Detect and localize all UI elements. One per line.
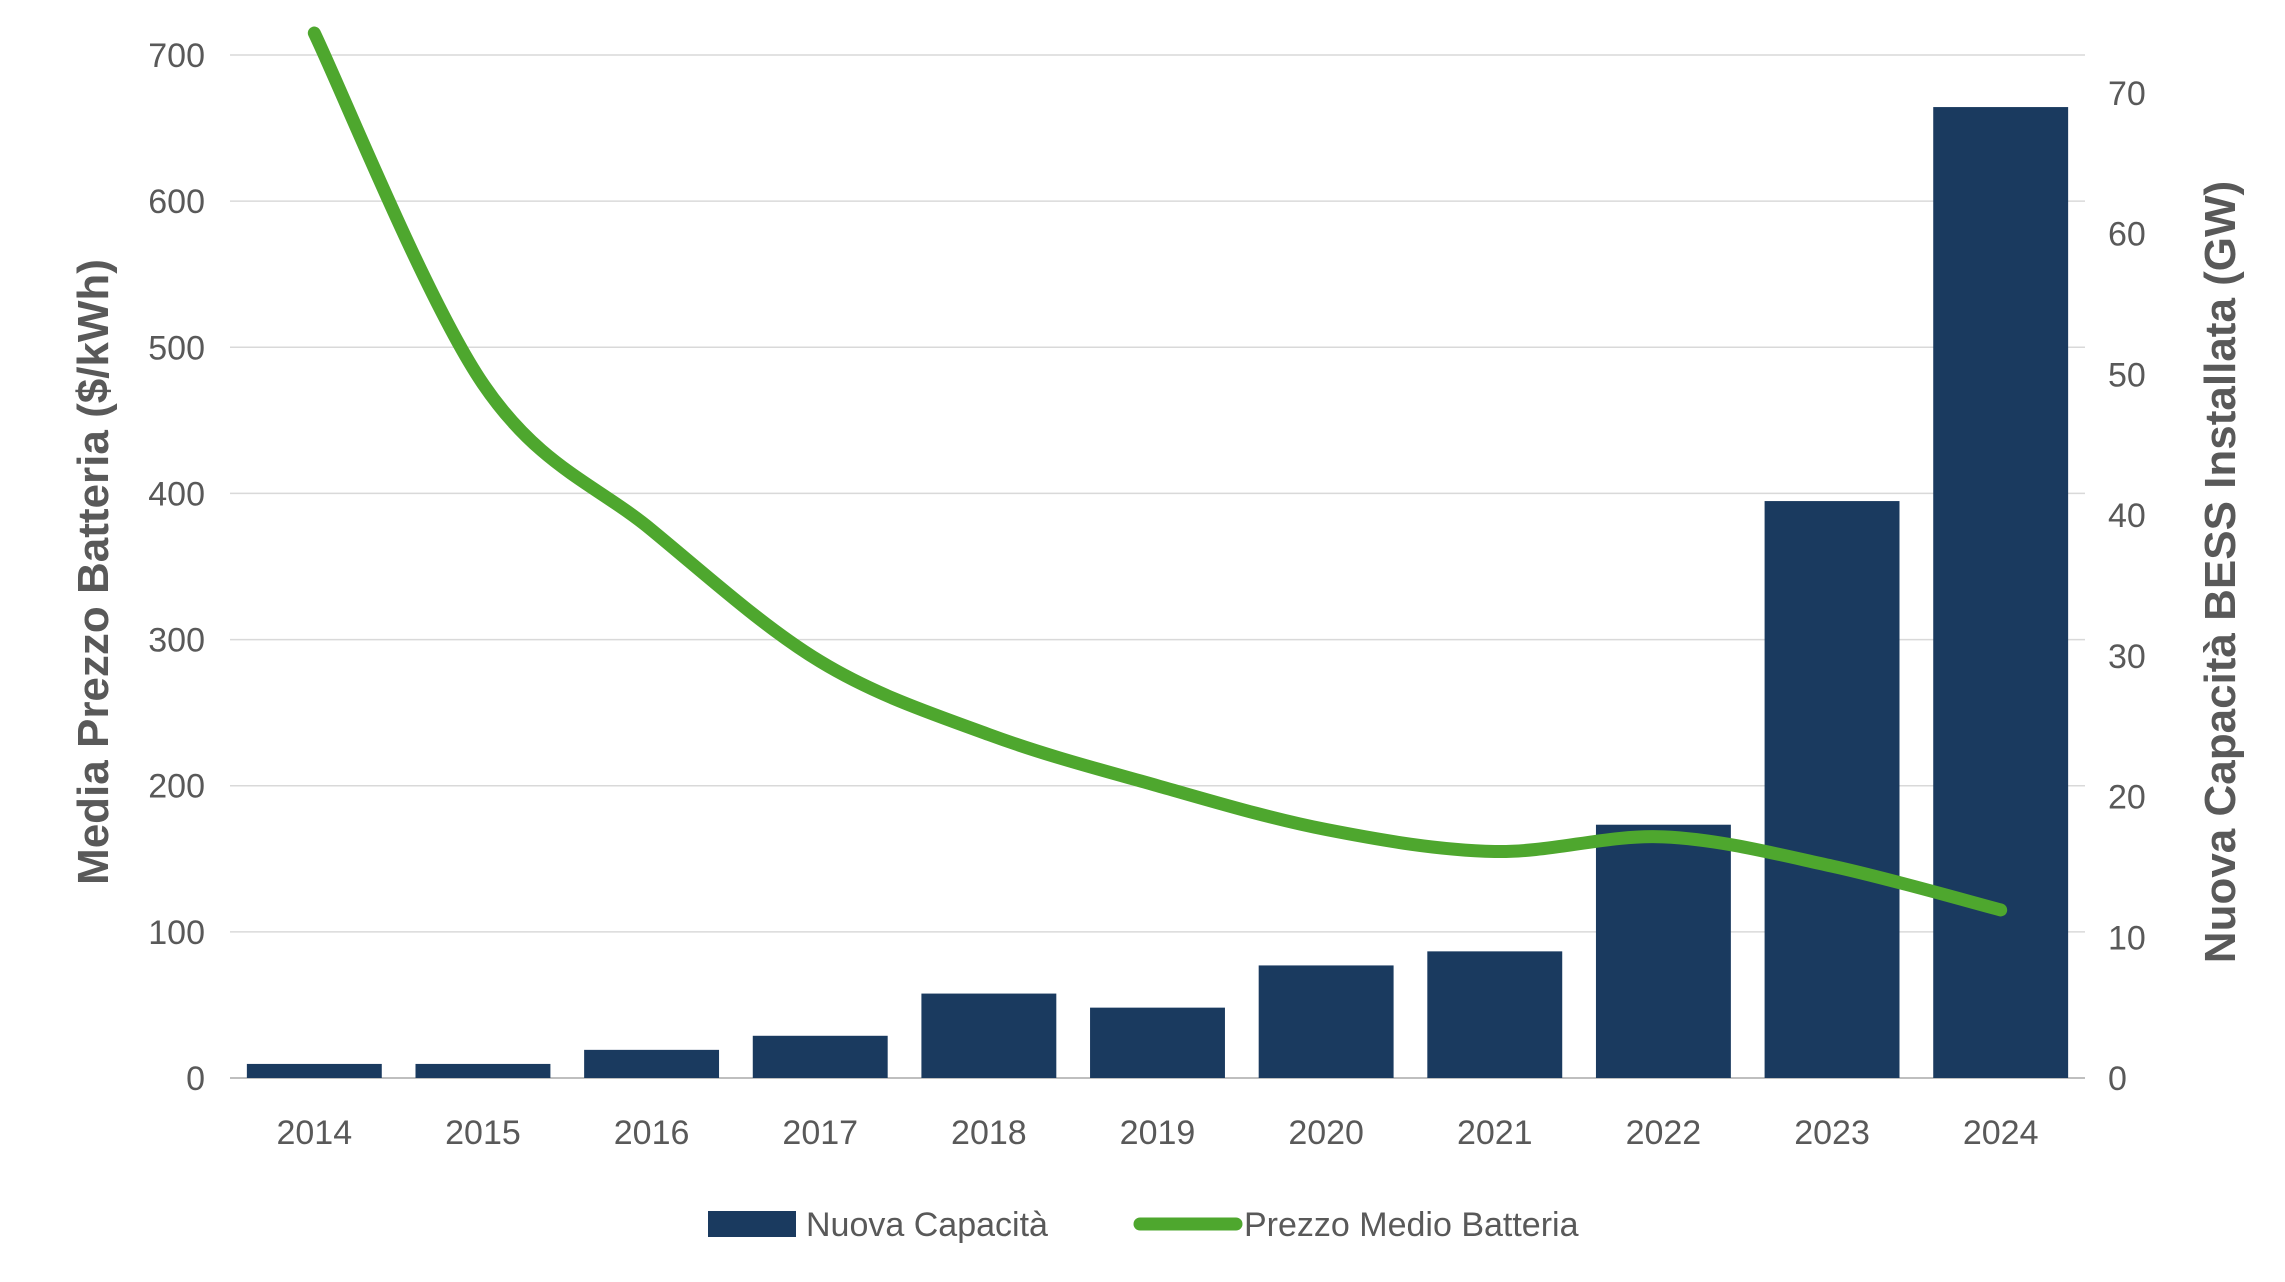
left-tick-label: 200 — [148, 768, 205, 806]
x-tick-label: 2020 — [1288, 1114, 1364, 1152]
legend: Nuova Capacità Prezzo Medio Batteria — [708, 1206, 1579, 1244]
left-tick-label: 300 — [148, 622, 205, 660]
bar — [752, 1035, 888, 1078]
left-axis-ticks: 0 100 200 300 400 500 600 700 — [148, 37, 205, 1098]
right-tick-label: 40 — [2108, 497, 2146, 535]
line-series — [307, 26, 2008, 917]
price-line — [307, 26, 2008, 917]
right-tick-label: 50 — [2108, 356, 2146, 394]
right-axis-ticks: 0 10 20 30 40 50 60 70 — [2108, 75, 2146, 1098]
left-tick-label: 600 — [148, 183, 205, 221]
bar — [1258, 965, 1394, 1078]
x-tick-label: 2021 — [1457, 1114, 1533, 1152]
x-tick-label: 2022 — [1626, 1114, 1702, 1152]
bar — [921, 993, 1057, 1078]
x-tick-label: 2018 — [951, 1114, 1027, 1152]
x-tick-label: 2017 — [782, 1114, 858, 1152]
left-tick-label: 700 — [148, 37, 205, 75]
left-tick-label: 0 — [186, 1060, 205, 1098]
x-axis-ticks: 2014 2015 2016 2017 2018 2019 2020 2021 2022 2023… — [276, 1114, 2038, 1152]
x-tick-label: 2016 — [614, 1114, 690, 1152]
bar — [1595, 824, 1731, 1078]
x-tick-label: 2023 — [1794, 1114, 1870, 1152]
left-tick-label: 100 — [148, 914, 205, 952]
bar-series — [246, 107, 2069, 1079]
legend-label-prezzo-medio: Prezzo Medio Batteria — [1244, 1206, 1579, 1244]
left-tick-label: 500 — [148, 329, 205, 367]
right-axis-title: Nuova Capacità BESS Installata (GW) — [2196, 181, 2245, 963]
bar — [415, 1063, 551, 1078]
legend-swatch-nuova-capacita — [708, 1211, 796, 1237]
bar — [584, 1049, 720, 1078]
x-tick-label: 2015 — [445, 1114, 521, 1152]
bar — [1427, 951, 1563, 1078]
legend-label-nuova-capacita: Nuova Capacità — [806, 1206, 1048, 1244]
bar — [1090, 1007, 1225, 1078]
bar — [1764, 501, 1900, 1079]
left-tick-label: 400 — [148, 475, 205, 513]
left-axis-title: Media Prezzo Batteria ($/kWh) — [69, 259, 118, 885]
x-tick-label: 2019 — [1120, 1114, 1196, 1152]
bar — [246, 1063, 382, 1078]
right-tick-label: 10 — [2108, 919, 2146, 957]
right-tick-label: 60 — [2108, 216, 2146, 254]
bar — [1933, 107, 2069, 1079]
right-tick-label: 70 — [2108, 75, 2146, 113]
x-tick-label: 2014 — [276, 1114, 352, 1152]
right-tick-label: 30 — [2108, 638, 2146, 676]
right-tick-label: 0 — [2108, 1060, 2127, 1098]
x-tick-label: 2024 — [1963, 1114, 2039, 1152]
right-tick-label: 20 — [2108, 779, 2146, 817]
